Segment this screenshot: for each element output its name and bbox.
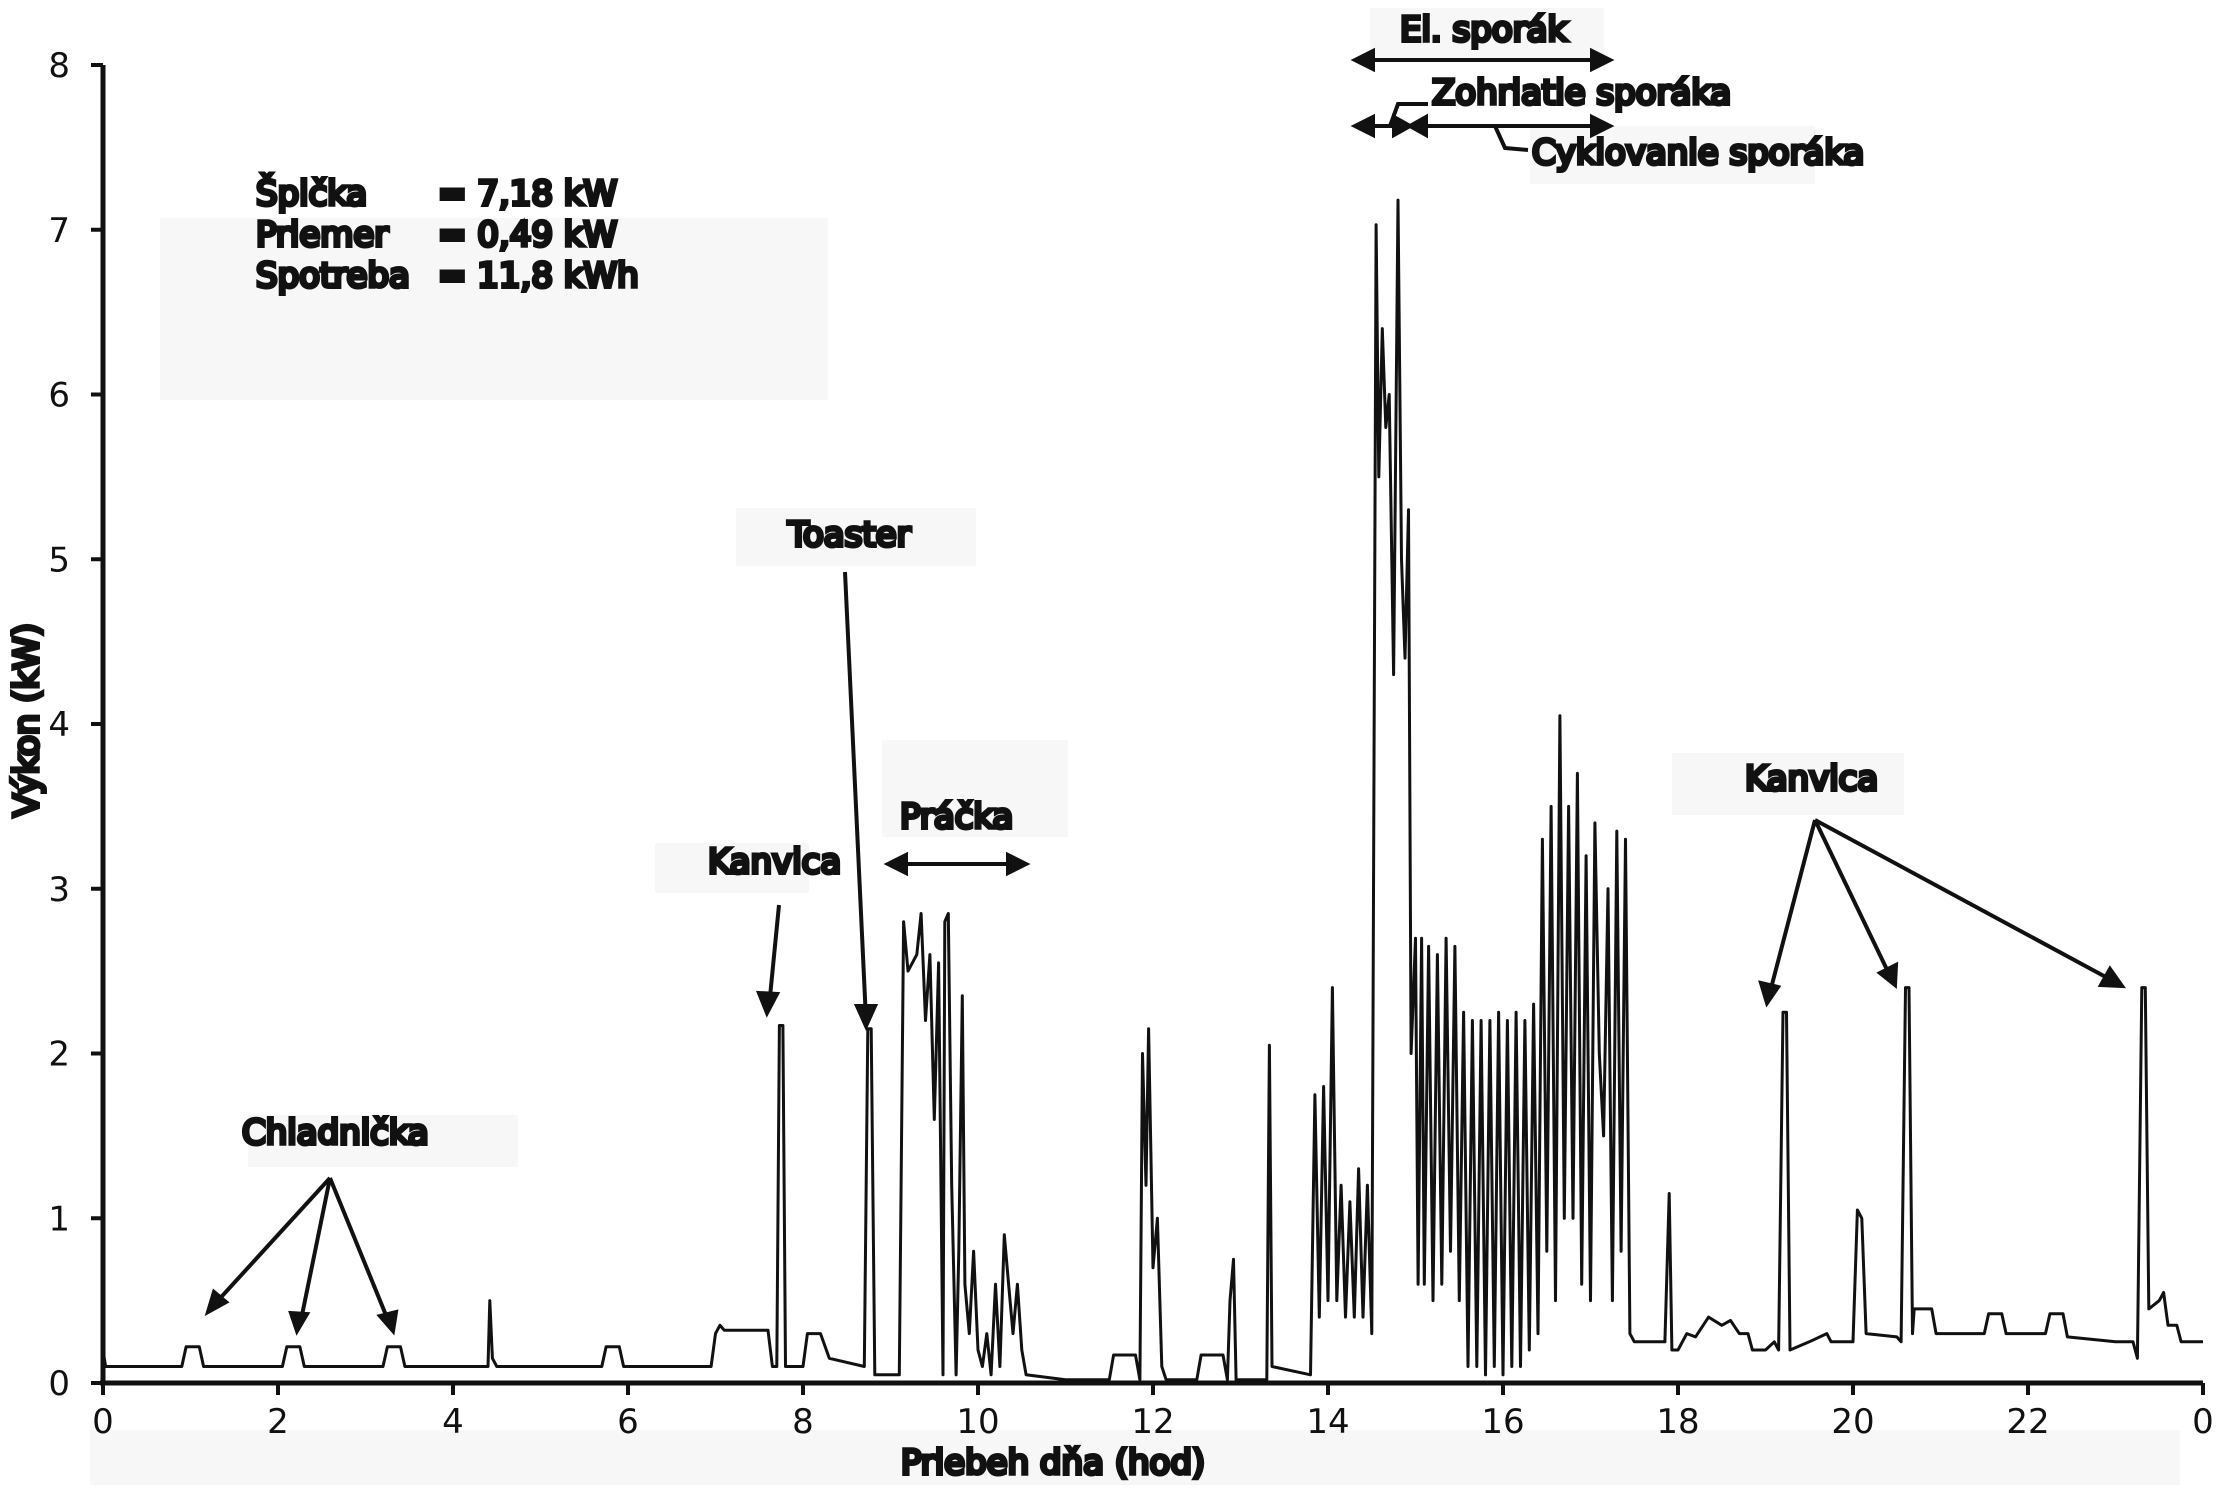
sporak-label: El. sporák bbox=[1400, 10, 1567, 50]
kanvica2-arrow-2 bbox=[1813, 819, 1893, 979]
chladnicka-arrowhead-1 bbox=[204, 1288, 230, 1317]
annotations: Priebeh dňa (hod) Výkon (kW) Špička = 7,… bbox=[5, 8, 2126, 1485]
toaster-arrowhead bbox=[853, 1004, 879, 1031]
x-tick-label: 0 bbox=[92, 1402, 114, 1442]
series-group bbox=[101, 198, 2203, 1382]
kanvica-label-bg bbox=[655, 843, 809, 893]
cyklovanie-leader bbox=[1493, 125, 1529, 152]
kanvica-arrowhead-1 bbox=[755, 990, 781, 1018]
chladnicka-arrow-3 bbox=[328, 1177, 392, 1326]
cyklovanie-arrowhead-left bbox=[1405, 113, 1428, 139]
chladnicka-arrow-2 bbox=[298, 1177, 332, 1326]
pracka-arrowhead-right bbox=[1006, 851, 1031, 877]
stat-value-peak: = 7,18 kW bbox=[438, 174, 617, 214]
y-tick-label: 4 bbox=[48, 705, 70, 745]
kanvica-label-1: Kanvica bbox=[708, 842, 841, 882]
x-tick-label: 4 bbox=[442, 1402, 464, 1442]
x-tick-label: 20 bbox=[1831, 1402, 1874, 1442]
toaster-label: Toaster bbox=[787, 515, 911, 555]
stat-label-average: Priemer bbox=[256, 215, 388, 255]
kanvica2-arrowhead-2 bbox=[1876, 961, 1899, 990]
x-tick-label: 16 bbox=[1481, 1402, 1524, 1442]
cyklovanie-label-bg bbox=[1530, 126, 1815, 184]
sporak-arrowhead-right bbox=[1590, 47, 1615, 73]
chladnicka-arrow-1 bbox=[211, 1176, 332, 1308]
y-tick-label: 1 bbox=[48, 1199, 70, 1239]
kanvica2-arrowhead-3 bbox=[2097, 965, 2126, 989]
kanvica-label-2: Kanvica bbox=[1745, 759, 1878, 799]
x-ticks: 0 2 4 6 8 10 12 14 16 18 20 22 0 bbox=[92, 1383, 2214, 1442]
pracka-label-bg bbox=[882, 740, 1068, 837]
toaster-label-bg bbox=[736, 508, 976, 566]
y-axis-title: Výkon (kW) bbox=[7, 623, 47, 817]
pracka-arrowhead-left bbox=[883, 851, 908, 877]
kanvica2-arrow-1 bbox=[1767, 819, 1817, 997]
sporak-label-bg bbox=[1370, 8, 1604, 58]
stat-value-consumption: = 11,8 kWh bbox=[438, 256, 639, 296]
zohriatie-label: Zohriatie sporáka bbox=[1432, 73, 1731, 113]
y-tick-label: 0 bbox=[48, 1364, 70, 1404]
x-tick-label: 6 bbox=[617, 1402, 639, 1442]
x-axis-title: Priebeh dňa (hod) bbox=[901, 1443, 1205, 1483]
sporak-arrowhead-left bbox=[1350, 47, 1375, 73]
toaster-arrow bbox=[843, 571, 868, 1021]
chladnicka-arrowhead-2 bbox=[288, 1310, 311, 1336]
x-tick-label: 0 bbox=[2192, 1402, 2214, 1442]
x-tick-label: 18 bbox=[1656, 1402, 1699, 1442]
y-tick-label: 6 bbox=[48, 376, 70, 416]
y-tick-label: 5 bbox=[48, 540, 70, 580]
stat-label-peak: Špička bbox=[256, 173, 367, 214]
stat-value-average: = 0,49 kW bbox=[438, 215, 617, 255]
y-tick-label: 7 bbox=[48, 211, 70, 251]
y-tick-label: 3 bbox=[48, 870, 70, 910]
zohriatie-arrowhead-right bbox=[1392, 113, 1415, 139]
annotation-backgrounds bbox=[90, 8, 2180, 1485]
kanvica2-arrow-3 bbox=[1814, 818, 2116, 984]
zohriatie-arrowhead-left bbox=[1350, 113, 1375, 139]
stats-box-bg bbox=[160, 218, 828, 400]
stat-label-consumption: Spotreba bbox=[256, 256, 410, 296]
kanvica2-label-bg bbox=[1672, 753, 1904, 815]
power-series-line bbox=[101, 198, 2203, 1382]
x-tick-label: 14 bbox=[1306, 1402, 1349, 1442]
chladnicka-label-bg bbox=[248, 1115, 518, 1167]
x-tick-label: 8 bbox=[792, 1402, 814, 1442]
x-tick-label: 22 bbox=[2006, 1402, 2049, 1442]
chladnicka-arrowhead-3 bbox=[376, 1309, 399, 1336]
chladnicka-label: Chladnička bbox=[242, 1113, 429, 1153]
cyklovanie-label: Cyklovanie sporáka bbox=[1532, 133, 1864, 173]
pracka-label: Práčka bbox=[900, 797, 1013, 837]
kanvica-arrow-1 bbox=[767, 904, 781, 1008]
x-tick-label: 2 bbox=[267, 1402, 289, 1442]
y-tick-label: 8 bbox=[48, 46, 70, 86]
cyklovanie-arrowhead-right bbox=[1590, 113, 1615, 139]
x-tick-label: 12 bbox=[1131, 1402, 1174, 1442]
y-tick-label: 2 bbox=[48, 1035, 70, 1075]
x-tick-label: 10 bbox=[956, 1402, 999, 1442]
xlabel-bg bbox=[90, 1430, 2180, 1485]
kanvica2-arrowhead-1 bbox=[1758, 980, 1782, 1008]
y-ticks: 0 1 2 3 4 5 6 7 8 bbox=[48, 46, 103, 1404]
